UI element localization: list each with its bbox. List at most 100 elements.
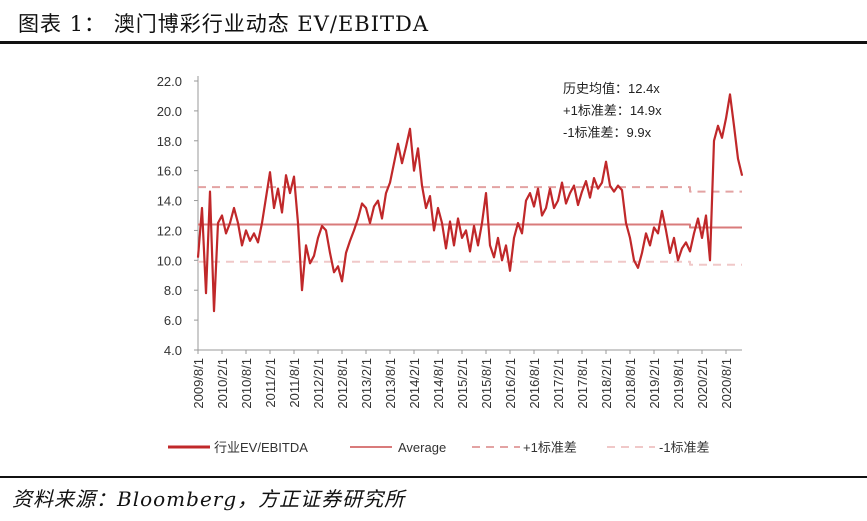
data-point <box>289 192 291 194</box>
data-point <box>701 237 703 239</box>
data-point <box>521 232 523 235</box>
data-point <box>725 117 727 120</box>
data-point <box>585 180 587 182</box>
data-point <box>501 259 503 262</box>
data-point <box>593 177 595 179</box>
data-point <box>265 196 267 199</box>
x-tick-label: 2020/8/1 <box>719 358 734 409</box>
data-point <box>337 265 339 268</box>
data-point <box>213 310 215 312</box>
data-point <box>437 207 439 209</box>
data-point <box>453 244 455 247</box>
data-point <box>449 220 451 223</box>
data-point <box>541 214 543 217</box>
data-point <box>429 195 431 197</box>
data-point <box>397 143 399 145</box>
figure-title: 图表 1： 澳门博彩行业动态 EV/EBITDA <box>18 12 430 36</box>
y-tick-label: 20.0 <box>157 104 182 119</box>
x-tick-label: 2013/2/1 <box>359 358 374 409</box>
x-tick-label: 2015/2/1 <box>455 358 470 409</box>
legend-label-main: 行业EV/EBITDA <box>214 440 308 455</box>
y-tick-label: 22.0 <box>157 74 182 89</box>
data-point <box>617 184 619 187</box>
data-point <box>465 229 467 232</box>
data-point <box>357 217 359 220</box>
data-point <box>237 222 239 224</box>
y-tick-label: 12.0 <box>157 223 182 238</box>
series-line-average <box>198 223 742 229</box>
data-point <box>697 217 699 220</box>
data-point <box>205 292 207 295</box>
data-point <box>493 256 495 259</box>
y-tick-label: 10.0 <box>157 253 182 268</box>
data-point <box>477 244 479 247</box>
data-point <box>589 196 591 199</box>
data-point <box>361 202 363 205</box>
axes: 4.0 6.0 8.0 10.0 12.0 14.0 16.0 18.0 20.0 22.0 200… <box>157 74 742 409</box>
x-tick-label: 2017/8/1 <box>575 358 590 409</box>
data-point <box>413 169 415 172</box>
data-point <box>409 128 411 130</box>
data-point <box>385 192 387 194</box>
data-point <box>229 222 231 224</box>
x-tick-label: 2012/2/1 <box>311 358 326 409</box>
data-point <box>461 237 463 239</box>
series-line-ev-ebitda <box>196 93 744 313</box>
y-tick-label: 6.0 <box>164 313 182 328</box>
data-point <box>677 259 679 262</box>
y-tick-label: 18.0 <box>157 134 182 149</box>
data-point <box>625 222 627 224</box>
data-point <box>681 247 683 250</box>
data-point <box>369 222 371 224</box>
data-point <box>345 252 347 254</box>
data-point <box>525 199 527 202</box>
x-tick-label: 2016/2/1 <box>503 358 518 409</box>
y-tick-label: 8.0 <box>164 283 182 298</box>
data-point <box>485 192 487 194</box>
data-point <box>609 184 611 187</box>
data-point <box>705 214 707 217</box>
data-point <box>537 187 539 190</box>
data-point <box>657 232 659 235</box>
x-tick-label: 2014/8/1 <box>431 358 446 409</box>
data-point <box>277 187 279 190</box>
x-tick-label: 2018/2/1 <box>599 358 614 409</box>
data-point <box>441 222 443 224</box>
data-point <box>373 205 375 208</box>
x-tick-label: 2016/8/1 <box>527 358 542 409</box>
data-point <box>633 259 635 262</box>
data-point <box>613 190 615 193</box>
data-point <box>469 250 471 253</box>
series-lines <box>196 93 744 313</box>
y-tick-label: 16.0 <box>157 164 182 179</box>
x-tick-label: 2009/8/1 <box>191 358 206 409</box>
data-point <box>693 232 695 235</box>
data-point <box>741 174 743 176</box>
data-point <box>597 187 599 190</box>
data-point <box>257 241 259 244</box>
data-point <box>249 240 251 242</box>
data-point <box>401 162 403 164</box>
legend-label-minus-std: -1标准差 <box>659 440 710 455</box>
data-point <box>649 244 651 247</box>
data-point <box>737 157 739 160</box>
data-point <box>253 232 255 235</box>
data-point <box>421 184 423 187</box>
data-point <box>653 226 655 229</box>
data-point <box>301 289 303 292</box>
x-tick-label: 2012/8/1 <box>335 358 350 409</box>
data-point <box>445 247 447 250</box>
annotation-mean: 历史均值：12.4x <box>563 81 660 96</box>
data-point <box>269 171 271 173</box>
x-tick-label: 2013/8/1 <box>383 358 398 409</box>
data-point <box>581 190 583 193</box>
data-point <box>733 125 735 127</box>
annotation-plus-std: +1标准差：14.9x <box>563 103 662 118</box>
data-point <box>545 207 547 209</box>
legend: 行业EV/EBITDA Average +1标准差 -1标准差 <box>168 440 710 455</box>
data-point <box>329 252 331 254</box>
x-tick-label: 2010/2/1 <box>215 358 230 409</box>
data-point <box>489 244 491 247</box>
data-point <box>557 199 559 202</box>
x-tick-label: 2019/2/1 <box>647 358 662 409</box>
